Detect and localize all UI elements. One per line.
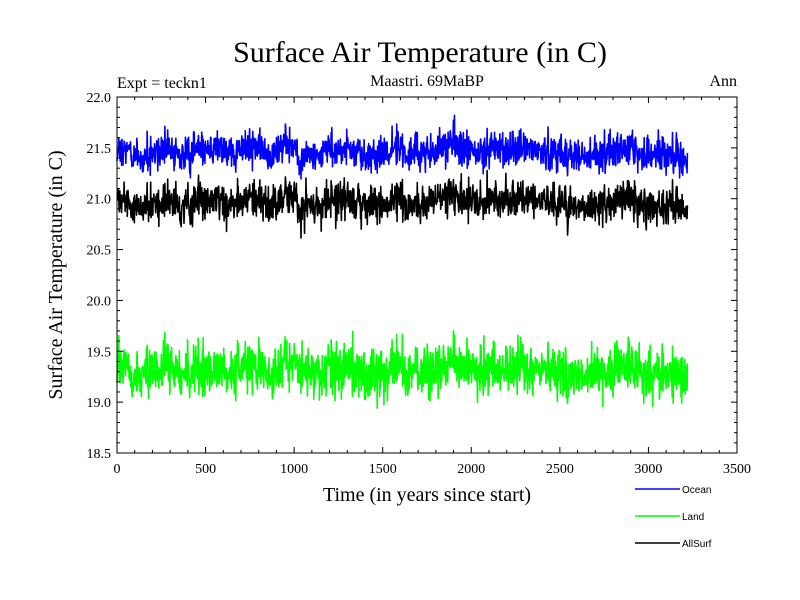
x-tick-label: 3500	[723, 462, 751, 477]
y-tick-label: 19.5	[87, 345, 112, 360]
series-line-allsurf	[116, 169, 689, 239]
x-tick-label: 2500	[546, 462, 574, 477]
legend-label-allsurf: AllSurf	[682, 539, 712, 550]
x-tick-label: 1500	[369, 462, 397, 477]
x-tick-label: 500	[195, 462, 216, 477]
plot-area: 0 500 1000 1500 2000 2500 3000 3500 18.5 19.0 19.…	[87, 91, 752, 477]
x-tick-label: 3000	[634, 462, 662, 477]
y-tick-label: 21.5	[87, 142, 112, 157]
series-line-land	[116, 329, 689, 409]
y-tick-label: 21.0	[87, 193, 112, 208]
x-tick-label: 1000	[280, 462, 308, 477]
x-tick-label: 2000	[457, 462, 485, 477]
plot-frame	[116, 96, 738, 454]
period-label: Maastri. 69MaBP	[370, 73, 484, 90]
season-label: Ann	[709, 73, 737, 90]
y-tick-label: 22.0	[87, 91, 112, 106]
y-tick-label: 19.0	[87, 396, 112, 411]
legend-label-ocean: Ocean	[682, 485, 711, 496]
y-tick-label: 20.0	[87, 294, 112, 309]
chart-title: Surface Air Temperature (in C)	[233, 36, 607, 69]
x-tick-label: 0	[114, 462, 121, 477]
x-axis: 0 500 1000 1500 2000 2500 3000 3500	[114, 97, 751, 477]
series-layer	[116, 114, 689, 409]
y-tick-label: 18.5	[87, 447, 112, 462]
y-tick-label: 20.5	[87, 244, 112, 259]
series-line-ocean	[116, 114, 689, 180]
legend-label-land: Land	[682, 512, 704, 523]
y-axis-label: Surface Air Temperature (in C)	[45, 150, 67, 399]
legend: Ocean Land AllSurf	[635, 485, 712, 550]
x-axis-label: Time (in years since start)	[323, 484, 531, 506]
experiment-label: Expt = teckn1	[117, 75, 207, 92]
y-axis: 18.5 19.0 19.5 20.0 20.5 21.0 21.5 22.0	[87, 91, 737, 462]
